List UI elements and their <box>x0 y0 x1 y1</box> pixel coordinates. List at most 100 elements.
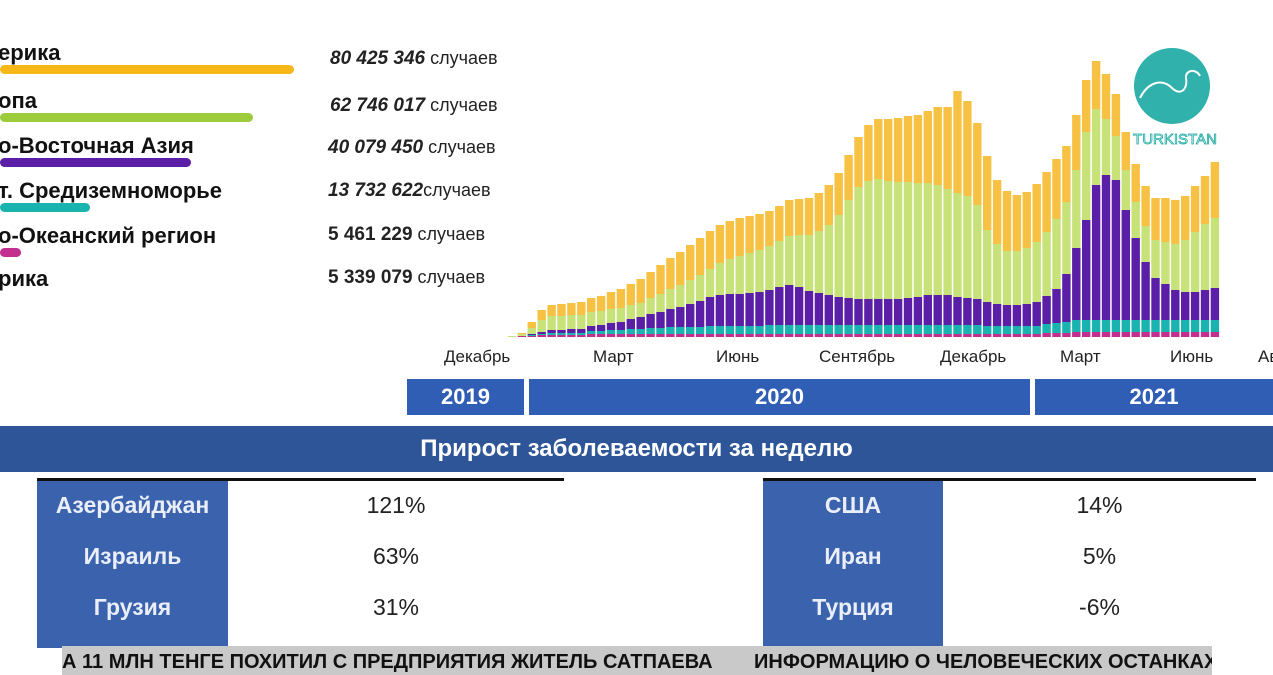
legend-label: о-Восточная Азия <box>0 133 194 158</box>
bar-segment <box>953 325 962 334</box>
case-count: 80 425 346 <box>330 48 426 69</box>
bar-segment <box>1082 332 1091 337</box>
week-bar-3 <box>517 333 527 337</box>
bar-segment <box>923 325 932 334</box>
week-bar-67 <box>1151 198 1160 337</box>
bar-segment <box>557 333 566 335</box>
bar-segment <box>1171 200 1180 244</box>
country-column: Азербайджан Израиль Грузия <box>37 481 228 648</box>
bar-segment <box>567 329 576 333</box>
legend-value: 13 732 622случаев <box>328 180 491 202</box>
bar-segment <box>577 335 586 337</box>
bar-segment <box>963 196 972 298</box>
bar-segment <box>745 253 754 293</box>
bar-segment <box>933 107 942 185</box>
bar-segment <box>636 303 645 317</box>
bar-segment <box>854 187 863 299</box>
bar-segment <box>636 329 645 334</box>
bar-segment <box>943 325 952 334</box>
week-bar-5 <box>537 310 546 337</box>
bar-segment <box>943 107 952 189</box>
bar-segment <box>1082 132 1091 220</box>
bar-segment <box>834 325 843 334</box>
bar-segment <box>893 334 903 337</box>
bar-segment <box>626 334 635 337</box>
bar-segment <box>527 328 536 334</box>
bar-segment <box>913 183 923 297</box>
bar-segment <box>715 334 725 337</box>
bar-segment <box>547 316 556 330</box>
bar-segment <box>1042 232 1051 296</box>
country-name: США <box>824 492 882 518</box>
country-column: США Иран Турция <box>763 481 943 648</box>
bar-segment <box>1111 136 1121 180</box>
legend-bar <box>0 248 21 257</box>
week-bar-40 <box>884 119 893 337</box>
bar-segment <box>695 275 705 301</box>
bar-segment <box>884 299 893 325</box>
bar-segment <box>1032 326 1041 334</box>
bar-segment <box>1091 185 1101 320</box>
week-bar-43 <box>913 115 923 337</box>
bar-segment <box>1052 323 1061 333</box>
bar-segment <box>1181 320 1190 332</box>
bar-segment <box>656 265 665 294</box>
bar-segment <box>1111 94 1121 136</box>
bar-segment <box>1141 320 1150 332</box>
bar-segment <box>686 334 695 337</box>
week-bar-8 <box>567 303 576 337</box>
country-name: Грузия <box>93 594 172 620</box>
bar-segment <box>587 298 596 312</box>
bar-segment <box>874 179 883 299</box>
week-bar-20 <box>686 245 695 337</box>
bar-segment <box>1190 186 1200 232</box>
bar-segment <box>1210 218 1220 288</box>
bar-segment <box>814 193 824 231</box>
x-tick-label: Март <box>593 347 634 366</box>
growth-value: 31% <box>372 594 420 620</box>
bar-segment <box>547 333 556 335</box>
bar-segment <box>616 308 626 322</box>
bar-segment <box>785 334 794 337</box>
bar-segment <box>537 332 546 334</box>
bar-segment <box>1190 320 1200 332</box>
bar-segment <box>596 331 606 334</box>
bar-segment <box>1042 172 1051 232</box>
week-bar-26 <box>745 216 754 337</box>
bar-segment <box>785 236 794 285</box>
week-bar-29 <box>775 206 784 337</box>
bar-segment <box>973 205 982 299</box>
case-count: 13 732 622 <box>328 180 424 201</box>
bar-segment <box>973 325 982 334</box>
week-bar-4 <box>527 322 536 337</box>
bar-segment <box>953 297 962 325</box>
bar-segment <box>854 299 863 325</box>
week-bar-53 <box>1012 195 1022 337</box>
bar-segment <box>695 301 705 327</box>
bar-segment <box>1210 320 1220 332</box>
bar-segment <box>785 325 794 334</box>
bar-segment <box>765 334 774 337</box>
country-name: Иран <box>824 543 882 569</box>
bar-segment <box>606 292 616 309</box>
bar-segment <box>1052 219 1061 289</box>
bar-segment <box>537 320 546 332</box>
bar-segment <box>775 241 784 287</box>
bar-segment <box>1141 226 1150 262</box>
bar-segment <box>814 293 824 325</box>
bar-segment <box>775 334 784 337</box>
bar-segment <box>973 334 982 337</box>
bar-segment <box>735 334 744 337</box>
bar-segment <box>666 289 675 309</box>
bar-segment <box>992 180 1002 244</box>
bar-segment <box>1181 196 1190 240</box>
bar-segment <box>1111 180 1121 320</box>
bar-segment <box>705 231 715 269</box>
bar-segment <box>725 221 734 259</box>
week-bar-42 <box>903 116 913 337</box>
bar-segment <box>1042 333 1051 337</box>
bar-segment <box>983 334 992 337</box>
bar-segment <box>686 327 695 334</box>
bar-segment <box>794 334 804 337</box>
bar-segment <box>735 218 744 256</box>
